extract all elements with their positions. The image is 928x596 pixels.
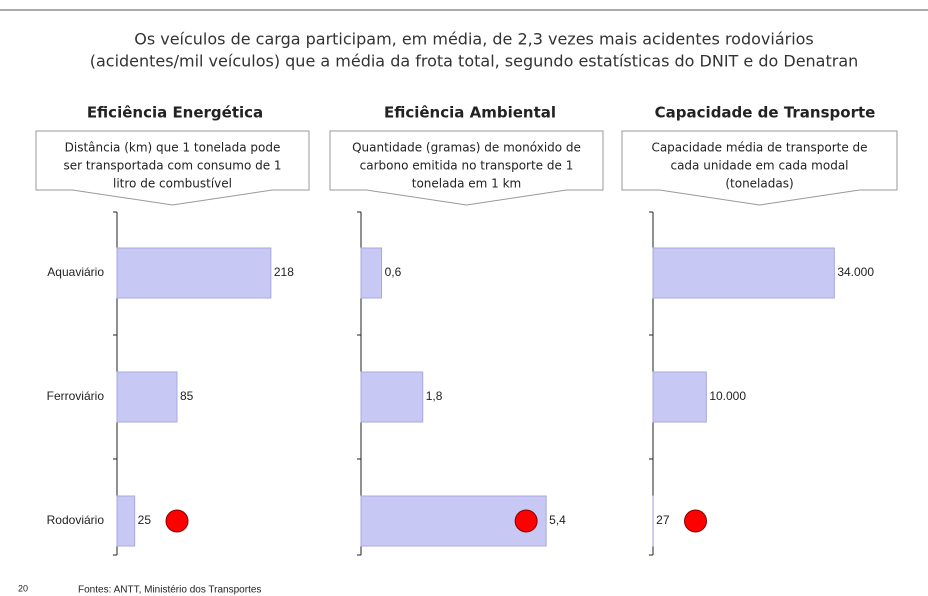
- chart-subtitle: tonelada em 1 km: [412, 177, 521, 191]
- value-label: 218: [274, 265, 294, 279]
- category-label: Ferroviário: [47, 389, 105, 403]
- chart-title: Eficiência Energética: [87, 104, 263, 122]
- category-label: Rodoviário: [47, 513, 105, 527]
- slide-title: Os veículos de carga participam, em médi…: [134, 30, 814, 49]
- page-number: 20: [18, 583, 28, 593]
- chart-subtitle: ser transportada com consumo de 1: [63, 159, 281, 173]
- bar: [116, 495, 136, 547]
- highlight-dot: [684, 509, 708, 533]
- value-label: 34.000: [837, 265, 874, 279]
- chart-subtitle: Capacidade média de transporte de: [651, 141, 867, 155]
- highlight-dot: [514, 509, 538, 533]
- value-label: 0,6: [385, 265, 402, 279]
- slide-title: (acidentes/mil veículos) que a média da …: [90, 52, 859, 71]
- chart-subtitle: Quantidade (gramas) de monóxido de: [352, 141, 581, 155]
- chart-title: Eficiência Ambiental: [384, 104, 556, 122]
- source-note: Fontes: ANTT, Ministério dos Transportes: [78, 585, 261, 596]
- value-label: 27: [656, 513, 670, 527]
- chart-subtitle: carbono emitida no transporte de 1: [360, 159, 574, 173]
- bar: [652, 247, 835, 299]
- bar: [116, 371, 178, 423]
- chart-subtitle: Distância (km) que 1 tonelada pode: [65, 141, 281, 155]
- value-label: 5,4: [549, 513, 566, 527]
- bar: [360, 247, 383, 299]
- value-label: 1,8: [426, 389, 443, 403]
- bar: [652, 371, 707, 423]
- value-label: 10.000: [709, 389, 746, 403]
- chart-title: Capacidade de Transporte: [655, 104, 876, 122]
- value-label: 25: [138, 513, 152, 527]
- chart-subtitle: cada unidade em cada modal: [670, 159, 848, 173]
- chart-subtitle: litro de combustível: [113, 177, 232, 191]
- callout-box: [35, 130, 310, 206]
- bar: [116, 247, 272, 299]
- bar: [360, 371, 424, 423]
- callout-box: [329, 130, 604, 206]
- highlight-dot: [165, 509, 189, 533]
- chart-subtitle: (toneladas): [725, 177, 793, 191]
- callout-box: [621, 130, 898, 206]
- category-label: Aquaviário: [47, 265, 104, 279]
- value-label: 85: [180, 389, 194, 403]
